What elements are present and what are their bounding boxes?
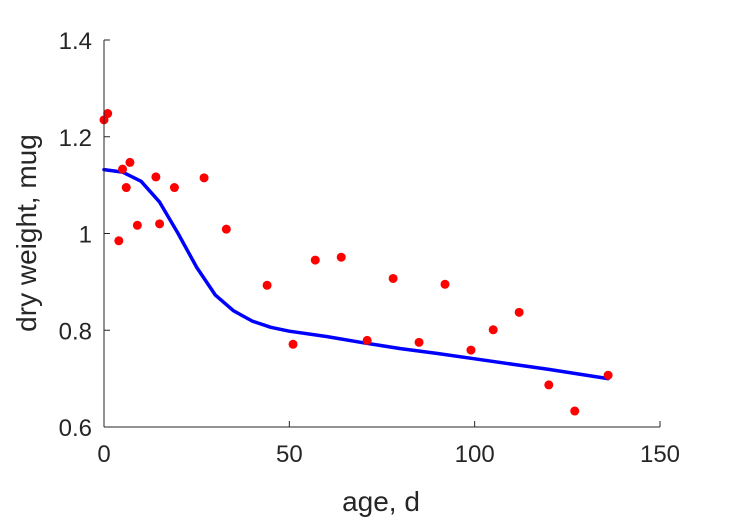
x-axis-label: age, d: [342, 486, 420, 517]
data-point: [262, 280, 272, 290]
data-point: [114, 236, 124, 246]
x-tick-label: 0: [97, 441, 110, 468]
plot-area: [99, 109, 613, 416]
y-axis-label: dry weight, mug: [11, 134, 42, 332]
data-point: [514, 307, 524, 317]
data-point: [118, 164, 128, 174]
fit-curve: [102, 167, 610, 381]
data-point: [169, 183, 179, 193]
data-point: [199, 173, 209, 183]
data-point: [151, 172, 161, 182]
x-tick-label: 150: [640, 441, 680, 468]
data-point: [440, 279, 450, 289]
data-point: [466, 345, 476, 355]
data-point: [310, 255, 320, 265]
axes: 0 50 100 150 0.6 0.8 1 1.2 1.4: [59, 28, 680, 468]
data-point: [603, 370, 613, 380]
y-tick-label: 0.8: [59, 318, 92, 345]
y-tick-label: 1.4: [59, 28, 92, 55]
y-tick-label: 1.2: [59, 125, 92, 152]
data-point: [336, 252, 346, 262]
data-point: [103, 109, 113, 119]
x-tick-label: 50: [276, 441, 303, 468]
data-point: [125, 157, 135, 167]
y-tick-label: 1: [79, 222, 92, 249]
data-point: [288, 339, 298, 349]
data-point: [221, 224, 231, 234]
data-point: [544, 380, 554, 390]
data-point: [414, 337, 424, 347]
data-point: [488, 325, 498, 335]
data-point: [362, 335, 372, 345]
data-point: [132, 220, 142, 230]
data-point: [388, 273, 398, 283]
x-tick-label: 100: [455, 441, 495, 468]
y-tick-label: 0.6: [59, 415, 92, 442]
data-point: [121, 183, 131, 193]
data-point: [155, 219, 165, 229]
data-point: [570, 406, 580, 416]
